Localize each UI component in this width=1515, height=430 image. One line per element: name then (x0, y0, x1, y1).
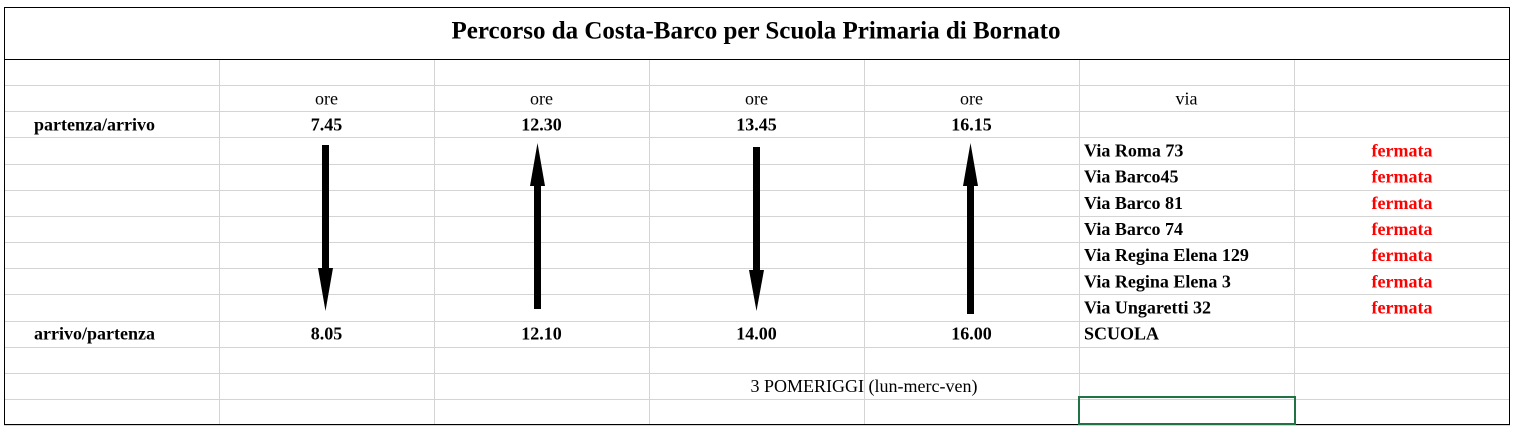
arrow-shaft (534, 184, 541, 309)
column-header: ore (745, 88, 768, 108)
stop-status: fermata (1372, 219, 1433, 239)
time-cell: 7.45 (311, 114, 343, 134)
column-header: ore (960, 88, 983, 108)
time-cell: 16.00 (951, 324, 992, 344)
time-cell: 14.00 (736, 324, 777, 344)
stop-status: fermata (1372, 271, 1433, 291)
arrow-head-down (749, 270, 764, 311)
time-cell: 12.30 (521, 114, 562, 134)
stop-status: fermata (1372, 297, 1433, 317)
stop-name: Via Roma 73 (1084, 141, 1183, 161)
stop-status: fermata (1372, 245, 1433, 265)
time-cell: 13.45 (736, 114, 777, 134)
stop-name: Via Regina Elena 129 (1084, 245, 1249, 265)
direction-arrows (318, 143, 978, 314)
table-border (4, 7, 1510, 425)
stop-status: fermata (1372, 141, 1433, 161)
row-label: partenza/arrivo (34, 114, 155, 134)
arrow-shaft (753, 147, 760, 272)
stop-name: Via Barco45 (1084, 167, 1179, 187)
column-header: via (1176, 88, 1198, 108)
time-cell: 16.15 (951, 114, 992, 134)
stop-name: Via Barco 81 (1084, 193, 1183, 213)
schedule-note: 3 POMERIGGI (lun-merc-ven) (751, 376, 978, 397)
column-header: ore (530, 88, 553, 108)
time-cell: 12.10 (521, 324, 562, 344)
stop-name: Via Ungaretti 32 (1084, 297, 1211, 317)
arrow-head-down (318, 268, 333, 311)
stop-name: Via Barco 74 (1084, 219, 1183, 239)
destination: SCUOLA (1084, 324, 1159, 344)
arrow-shaft (967, 184, 974, 314)
stop-status: fermata (1372, 193, 1433, 213)
row-label: arrivo/partenza (34, 324, 155, 344)
time-cell: 8.05 (311, 324, 343, 344)
stop-name: Via Regina Elena 3 (1084, 271, 1231, 291)
table-title: Percorso da Costa-Barco per Scuola Prima… (452, 18, 1061, 45)
arrow-shaft (322, 145, 329, 270)
selected-cell[interactable] (1078, 396, 1296, 425)
column-header: ore (315, 88, 338, 108)
stop-status: fermata (1372, 167, 1433, 187)
arrow-head-up (963, 143, 978, 186)
arrow-head-up (530, 143, 545, 186)
